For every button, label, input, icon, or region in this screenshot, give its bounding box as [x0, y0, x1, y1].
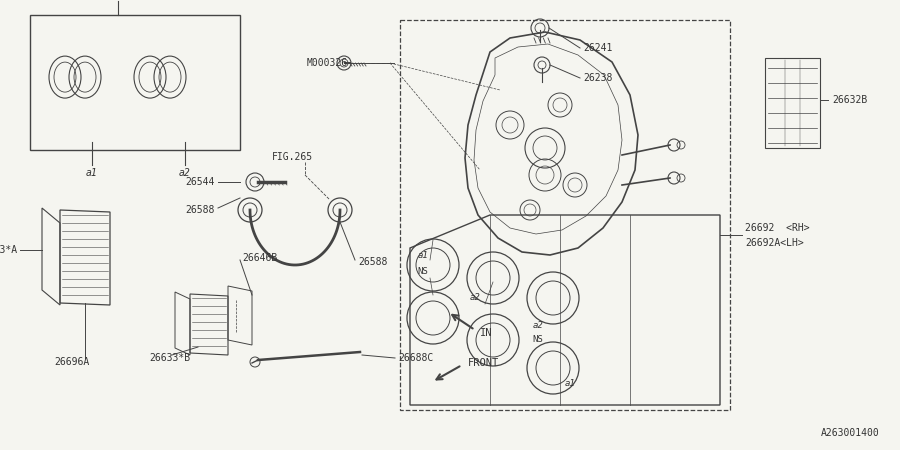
Text: 26588: 26588 [358, 257, 387, 267]
Text: 26241: 26241 [583, 43, 612, 53]
Text: 26692  <RH>: 26692 <RH> [745, 223, 810, 233]
Text: 26692A<LH>: 26692A<LH> [745, 238, 804, 248]
Text: 26544: 26544 [185, 177, 215, 187]
Text: M000326: M000326 [307, 58, 348, 68]
Text: a2: a2 [179, 168, 191, 178]
Text: 26633*B: 26633*B [149, 353, 191, 363]
Text: NS: NS [418, 267, 428, 276]
Text: NS: NS [533, 336, 544, 345]
Text: 26646B: 26646B [242, 253, 277, 263]
Text: a2: a2 [470, 293, 481, 302]
Text: a1: a1 [86, 168, 98, 178]
Text: 26588: 26588 [185, 205, 215, 215]
Text: 26238: 26238 [583, 73, 612, 83]
Text: a1: a1 [564, 378, 575, 387]
Text: 26696A: 26696A [54, 357, 90, 367]
Text: 26632B: 26632B [832, 95, 868, 105]
Text: FRONT: FRONT [468, 358, 500, 368]
Text: FIG.265: FIG.265 [272, 152, 312, 162]
Bar [30, 15, 240, 150]
Text: a2: a2 [533, 320, 544, 329]
Text: 26688C: 26688C [398, 353, 433, 363]
Text: 26633*A: 26633*A [0, 245, 17, 255]
Bar [400, 20, 730, 410]
Text: IN: IN [480, 328, 492, 338]
Text: a1: a1 [418, 252, 428, 261]
Text: A263001400: A263001400 [821, 428, 880, 438]
